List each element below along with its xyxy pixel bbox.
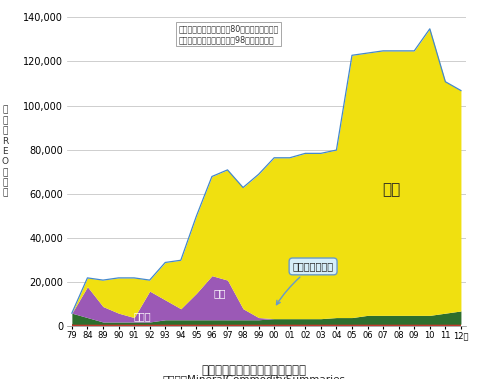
Text: その他: その他 [133,311,151,321]
Text: 中国の安値攻勢: 中国の安値攻勢 [276,262,334,305]
Text: 中国バイユンオボ鉱山：80年代から生産開始
米国マウンテンパス鉱山：98年の生産休止: 中国バイユンオボ鉱山：80年代から生産開始 米国マウンテンパス鉱山：98年の生産… [179,25,279,44]
Text: ト
ン
（
R
E
O
換
算
）: ト ン （ R E O 換 算 ） [1,105,8,198]
Text: 中国: 中国 [382,182,400,197]
Text: 米国: 米国 [214,288,226,298]
Text: レアアース生産国と生産量の推移: レアアース生産国と生産量の推移 [202,364,307,377]
Text: （出典）MineralCommoditySummaries: （出典）MineralCommoditySummaries [163,375,346,379]
